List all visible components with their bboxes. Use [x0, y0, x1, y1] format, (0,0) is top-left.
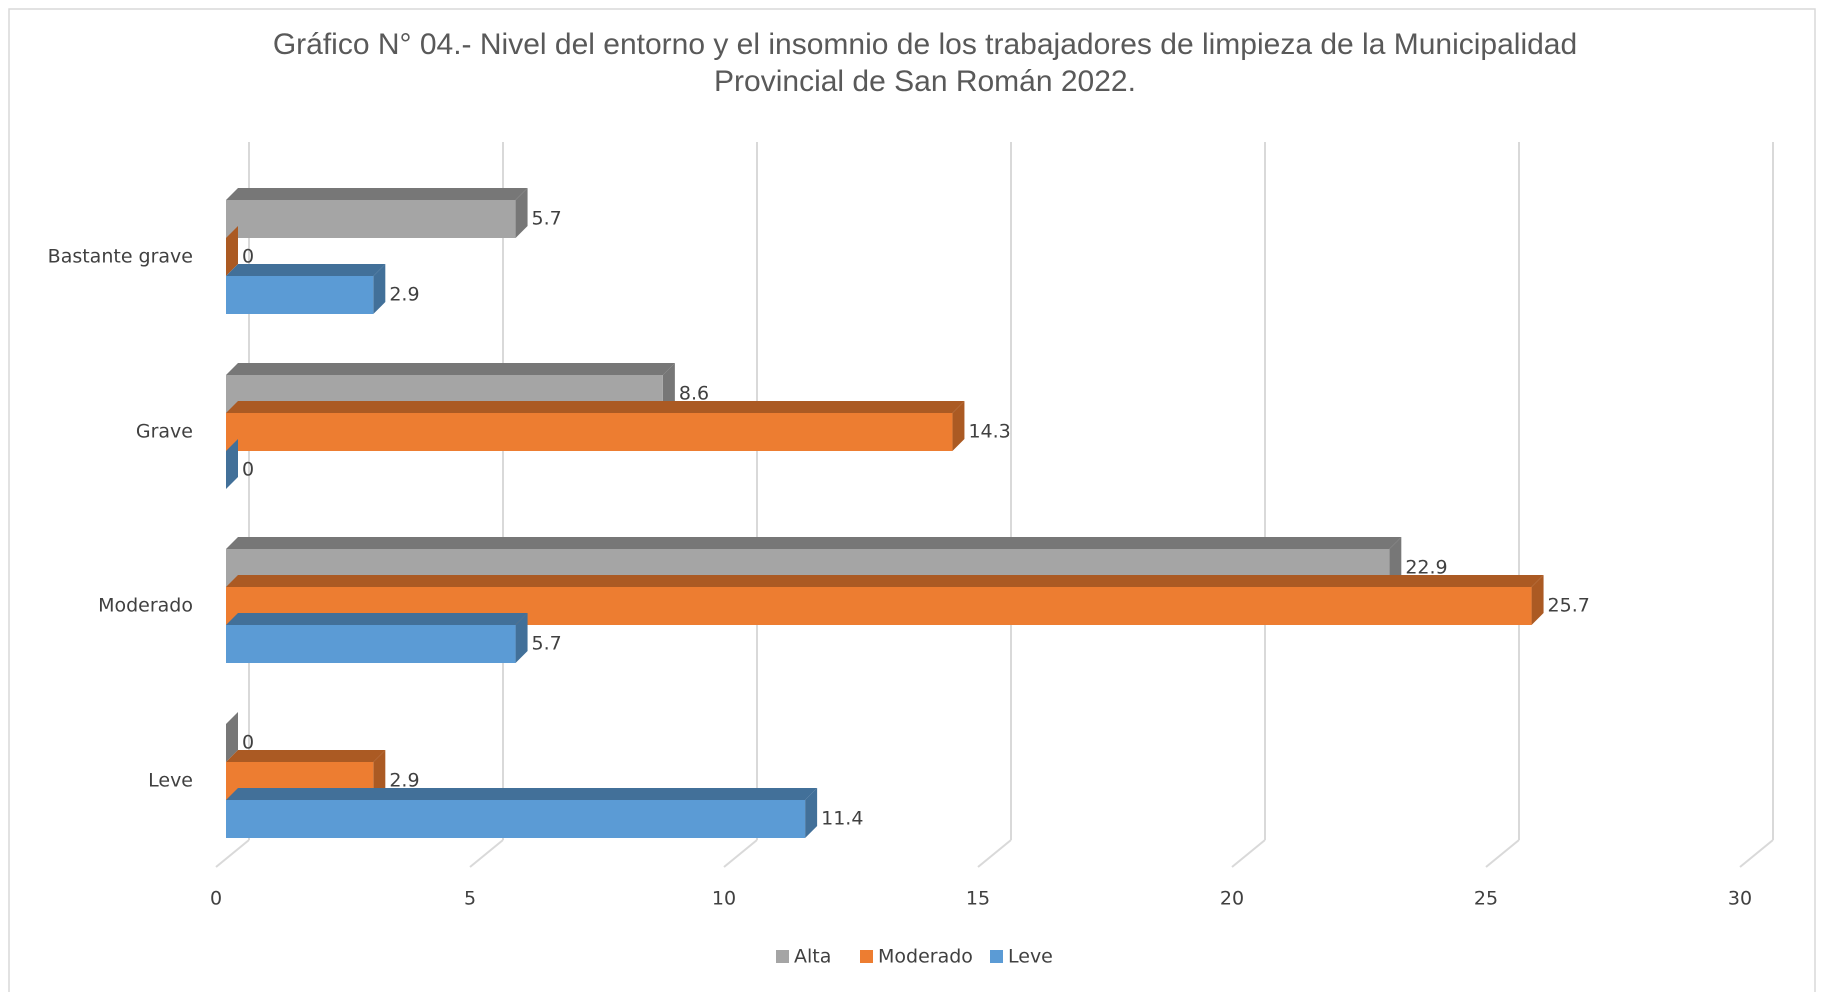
bar-side	[373, 750, 386, 800]
bar	[226, 625, 516, 663]
legend-label: Moderado	[878, 946, 973, 968]
chart-title: Gráfico N° 04.- Nivel del entorno y el i…	[272, 28, 1578, 98]
bar-side	[226, 226, 238, 276]
x-tick-label: 20	[1220, 888, 1244, 910]
bar	[226, 276, 374, 314]
data-label: 14.3	[968, 421, 1010, 443]
y-tick-label: Moderado	[98, 595, 193, 617]
x-tick-label: 5	[464, 888, 476, 910]
bar-side	[373, 264, 386, 314]
floor-line	[1485, 839, 1520, 868]
data-label: 0	[242, 459, 254, 481]
data-label: 2.9	[389, 770, 419, 792]
y-tick-label: Grave	[136, 421, 193, 443]
data-label: 0	[242, 246, 254, 268]
bar-side	[662, 363, 675, 413]
legend-swatch	[776, 950, 789, 963]
bar	[226, 800, 806, 838]
bar-top	[226, 613, 528, 625]
data-label: 22.9	[1405, 557, 1447, 579]
bar	[226, 200, 516, 238]
bar-side	[226, 439, 238, 489]
legend-swatch	[990, 950, 1003, 963]
floor-line	[1739, 839, 1774, 868]
bar-top	[226, 188, 528, 200]
bar-side	[1531, 575, 1544, 625]
bar-top	[226, 575, 1544, 587]
floor-line	[977, 839, 1012, 868]
chart-border	[8, 8, 1816, 992]
x-tick-label: 25	[1474, 888, 1498, 910]
bar-side	[226, 712, 238, 762]
floor-line	[469, 839, 504, 868]
bar-top	[226, 401, 965, 413]
bar	[226, 413, 953, 451]
x-tick-label: 10	[712, 888, 736, 910]
data-label: 0	[242, 732, 254, 754]
bar-side	[805, 788, 818, 838]
y-tick-label: Bastante grave	[48, 246, 193, 268]
legend-label: Leve	[1008, 946, 1053, 968]
x-tick-label: 0	[210, 888, 222, 910]
floor-line	[723, 839, 758, 868]
legend-label: Alta	[794, 946, 831, 968]
bar-top	[226, 264, 386, 276]
bar-top	[226, 750, 386, 762]
data-label: 5.7	[532, 208, 562, 230]
bar-side	[1389, 537, 1402, 587]
bar-top	[226, 363, 675, 375]
floor-line	[215, 839, 250, 868]
bar-top	[226, 537, 1402, 549]
bar-side	[515, 613, 528, 663]
x-tick-label: 30	[1728, 888, 1752, 910]
data-label: 5.7	[532, 633, 562, 655]
y-tick-label: Leve	[148, 770, 193, 792]
data-label: 8.6	[679, 383, 709, 405]
bar-side	[952, 401, 965, 451]
bar-side	[515, 188, 528, 238]
data-label: 2.9	[389, 284, 419, 306]
data-label: 25.7	[1548, 595, 1590, 617]
x-tick-label: 15	[966, 888, 990, 910]
data-label: 11.4	[821, 808, 863, 830]
floor-line	[1231, 839, 1266, 868]
bar-top	[226, 788, 818, 800]
legend-swatch	[860, 950, 873, 963]
